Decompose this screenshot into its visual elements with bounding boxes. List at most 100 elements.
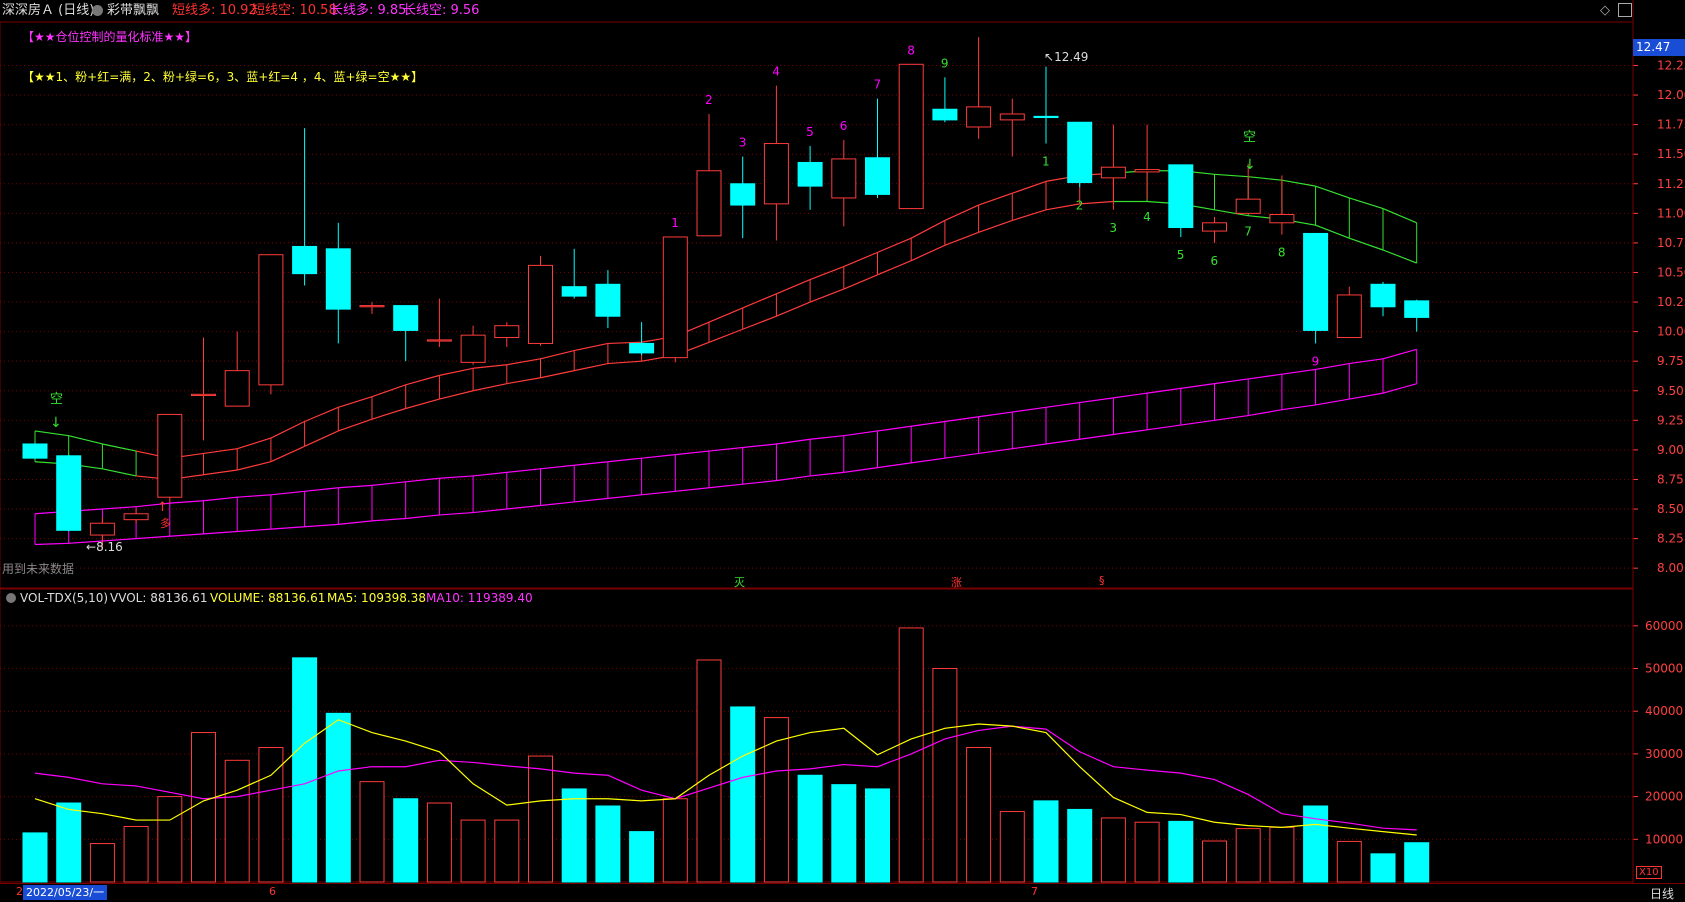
short-band-upper-edge [978, 192, 1013, 206]
candle-body [932, 108, 958, 121]
long-band-lower-edge [574, 497, 608, 503]
volume-bar [662, 798, 688, 883]
sequence-count-label: 4 [772, 65, 780, 79]
long-band-upper-edge [270, 490, 305, 496]
indicator-settings-icon[interactable] [92, 5, 103, 16]
short-band-lower-edge [910, 244, 946, 262]
long-band-lower-edge [641, 490, 676, 496]
long-band-upper-edge [708, 446, 743, 452]
candle-body [393, 305, 419, 331]
volume-bar [1202, 840, 1227, 883]
candle-body [898, 63, 924, 210]
short-band-upper-edge [607, 341, 642, 345]
short-band-upper-edge [34, 430, 69, 437]
candle-body [999, 113, 1025, 121]
price-tick-label: 10.00 [1657, 325, 1685, 339]
volume-bar [629, 831, 655, 883]
long-band-upper-edge [810, 435, 844, 440]
mie-signal-label: 灭 [734, 576, 745, 589]
long-band-lower-edge [911, 457, 945, 464]
volume-value: VOLUME: 88136.61 [210, 591, 326, 605]
long-band-lower-edge [1045, 438, 1080, 445]
short-band-lower-edge [371, 407, 406, 420]
short-band-lower-edge [540, 370, 575, 379]
window-toggle-icon[interactable] [1618, 3, 1632, 17]
volume-bar [22, 832, 48, 883]
volume-bar [966, 747, 992, 883]
candle-body [1303, 232, 1329, 331]
long-band-upper-edge [776, 438, 811, 445]
short-band-lower-edge [439, 390, 474, 400]
long-band-upper-edge [540, 464, 575, 470]
volume-bar [865, 788, 890, 883]
long-band-upper-edge [1315, 362, 1350, 371]
short-band-upper-edge [708, 307, 743, 323]
candle-body [89, 522, 115, 536]
candle-body [325, 248, 351, 310]
short-band-upper-edge [1248, 176, 1282, 181]
short-band-lower-edge [776, 301, 811, 317]
short-band-lower-edge [102, 468, 137, 477]
short-short-value: 短线空: 10.58 [252, 3, 337, 18]
empty-signal-label: 空 [50, 392, 64, 407]
volume-indicator-name[interactable]: VOL-TDX(5,10) [20, 591, 109, 605]
long-band-upper-edge [473, 471, 507, 477]
price-tick-label: 8.00 [1657, 561, 1684, 575]
short-long-value: 短线多: 10.92 [172, 3, 257, 18]
price-tick-label: 9.75 [1657, 354, 1684, 368]
volume-bar [1370, 853, 1396, 883]
candle-body [528, 264, 553, 344]
volume-bar [89, 843, 115, 883]
price-tick-label: 8.25 [1657, 532, 1684, 546]
sequence-count-label: 1 [671, 216, 679, 230]
indicator-name[interactable]: 彩带飘飘 [107, 3, 160, 18]
volume-settings-icon[interactable] [6, 593, 16, 603]
short-band-upper-edge [439, 367, 474, 376]
long-band-upper-edge [506, 468, 541, 473]
long-band-lower-edge [1079, 433, 1114, 440]
short-band-upper-edge [843, 251, 878, 268]
volume-tick-label: 30000 [1645, 747, 1683, 761]
candle-body [763, 143, 789, 205]
long-band-lower-edge [1382, 383, 1417, 394]
sequence-count-label: 8 [1278, 246, 1286, 260]
period-label[interactable]: 日线 [1650, 887, 1675, 901]
sequence-count-label: 6 [840, 119, 848, 133]
long-band-upper-edge [1079, 397, 1114, 404]
short-band-lower-edge [472, 383, 507, 392]
short-band-upper-edge [270, 420, 305, 439]
symbol-title[interactable]: 深深房Ａ (日线) [2, 3, 95, 18]
candle-body [494, 325, 520, 339]
short-band-upper-edge [1281, 179, 1316, 187]
long-band-lower-edge [136, 535, 170, 540]
candle-body [123, 513, 149, 521]
diamond-icon[interactable]: ◇ [1600, 3, 1610, 18]
short-band-lower-edge [1382, 249, 1417, 264]
ma10-value: MA10: 119389.40 [426, 591, 533, 605]
short-band-upper-edge [742, 293, 777, 309]
long-band-lower-edge [877, 462, 912, 469]
volume-bar [898, 627, 924, 883]
long-band-upper-edge [304, 487, 339, 492]
volume-bar [1100, 817, 1126, 883]
long-band-lower-edge [338, 520, 373, 526]
long-band-upper-edge [1248, 373, 1282, 380]
long-band-lower-edge [506, 504, 541, 510]
candle-body [1269, 214, 1295, 224]
long-short-value: 长线空: 9.56 [403, 3, 480, 18]
candle-body [662, 236, 688, 359]
price-tick-label: 9.25 [1657, 413, 1684, 427]
volume-bar [561, 788, 587, 883]
volume-bar [191, 732, 216, 883]
volume-bar [56, 802, 82, 883]
long-band-lower-edge [203, 530, 238, 535]
volume-bar [359, 781, 385, 883]
long-band-lower-edge [540, 501, 575, 507]
short-band-upper-edge [809, 265, 845, 281]
volume-bar [1336, 840, 1362, 883]
long-band-lower-edge [270, 526, 305, 530]
short-band-upper-edge [1349, 197, 1384, 210]
short-band-upper-edge [776, 279, 811, 295]
candle-body [595, 283, 621, 317]
last-price-box: 12.47 [1633, 39, 1685, 56]
